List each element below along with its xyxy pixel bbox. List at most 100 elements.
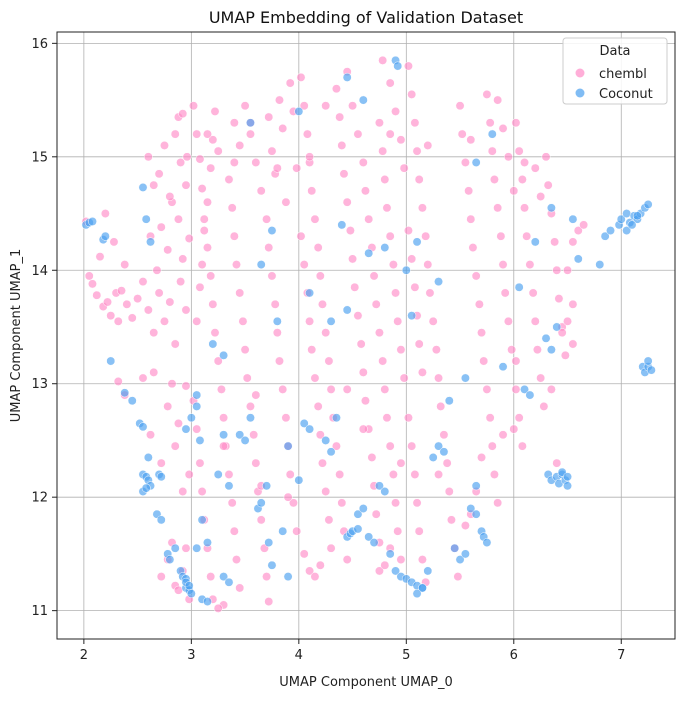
point-coconut xyxy=(235,430,245,440)
point-chembl xyxy=(227,203,237,213)
point-coconut xyxy=(563,472,572,482)
point-coconut xyxy=(573,254,583,264)
point-chembl xyxy=(232,260,241,270)
point-chembl xyxy=(412,146,422,156)
point-chembl xyxy=(496,231,506,241)
legend-label-coconut: Coconut xyxy=(599,87,653,102)
point-chembl xyxy=(189,101,198,111)
point-chembl xyxy=(264,112,274,122)
point-chembl xyxy=(498,123,508,133)
point-chembl xyxy=(528,288,538,298)
point-chembl xyxy=(88,279,97,289)
point-chembl xyxy=(399,163,409,173)
point-chembl xyxy=(410,282,420,292)
point-coconut xyxy=(364,248,374,258)
grid-lines xyxy=(57,32,675,639)
point-coconut xyxy=(643,356,653,366)
x-tick-label: 3 xyxy=(187,648,195,663)
point-chembl xyxy=(378,55,388,65)
point-chembl xyxy=(489,470,499,479)
point-chembl xyxy=(396,458,406,468)
point-coconut xyxy=(146,237,155,247)
point-chembl xyxy=(192,316,202,326)
point-chembl xyxy=(348,254,358,264)
point-chembl xyxy=(468,243,478,253)
point-coconut xyxy=(120,388,130,398)
point-chembl xyxy=(267,146,277,156)
point-chembl xyxy=(321,328,331,338)
point-coconut xyxy=(181,424,191,434)
point-chembl xyxy=(431,345,441,355)
point-coconut xyxy=(224,577,234,587)
x-tick-label: 2 xyxy=(80,648,88,663)
point-chembl xyxy=(568,299,578,309)
point-chembl xyxy=(249,430,259,440)
point-chembl xyxy=(393,526,403,536)
point-chembl xyxy=(579,220,589,230)
y-tick-label: 15 xyxy=(31,150,48,165)
point-coconut xyxy=(283,572,293,582)
point-coconut xyxy=(417,583,427,593)
point-coconut xyxy=(184,581,194,591)
point-coconut xyxy=(407,311,417,321)
point-chembl xyxy=(522,231,532,241)
point-chembl xyxy=(324,356,334,366)
point-chembl xyxy=(509,186,519,196)
point-chembl xyxy=(337,141,347,150)
point-chembl xyxy=(509,424,519,434)
point-chembl xyxy=(285,470,295,479)
point-chembl xyxy=(318,458,327,468)
point-chembl xyxy=(283,492,293,502)
point-chembl xyxy=(299,260,309,270)
point-chembl xyxy=(95,252,105,262)
point-chembl xyxy=(539,401,549,411)
point-chembl xyxy=(227,498,237,508)
point-coconut xyxy=(299,418,309,428)
point-chembl xyxy=(120,260,130,270)
point-chembl xyxy=(396,555,406,565)
point-chembl xyxy=(474,299,484,309)
point-chembl xyxy=(404,226,413,236)
point-chembl xyxy=(289,498,298,508)
point-coconut xyxy=(213,470,223,479)
point-chembl xyxy=(342,384,352,394)
point-coconut xyxy=(195,435,205,445)
point-chembl xyxy=(163,401,173,411)
point-chembl xyxy=(307,345,317,355)
point-chembl xyxy=(353,311,363,321)
point-chembl xyxy=(342,555,352,565)
point-chembl xyxy=(213,146,223,156)
point-chembl xyxy=(235,288,245,298)
point-chembl xyxy=(378,146,388,156)
point-coconut xyxy=(358,95,368,105)
point-chembl xyxy=(262,214,272,224)
point-coconut xyxy=(256,260,266,270)
point-coconut xyxy=(219,572,229,582)
point-chembl xyxy=(326,384,336,394)
point-chembl xyxy=(138,277,148,287)
x-tick-label: 6 xyxy=(510,648,518,663)
point-chembl xyxy=(210,328,220,338)
point-chembl xyxy=(251,390,261,400)
point-chembl xyxy=(563,265,572,275)
point-chembl xyxy=(240,101,250,111)
point-chembl xyxy=(235,583,245,593)
point-chembl xyxy=(100,209,110,218)
point-chembl xyxy=(113,377,123,386)
point-chembl xyxy=(272,328,282,338)
point-chembl xyxy=(160,141,169,150)
point-chembl xyxy=(174,214,183,224)
point-chembl xyxy=(393,316,403,326)
point-chembl xyxy=(417,203,427,213)
point-chembl xyxy=(197,487,207,496)
point-chembl xyxy=(152,265,162,275)
point-chembl xyxy=(444,487,454,496)
point-chembl xyxy=(305,316,315,326)
point-chembl xyxy=(369,271,379,281)
point-chembl xyxy=(156,572,166,582)
point-coconut xyxy=(305,424,315,434)
point-coconut xyxy=(530,237,540,247)
point-chembl xyxy=(378,356,388,366)
point-chembl xyxy=(391,106,401,116)
